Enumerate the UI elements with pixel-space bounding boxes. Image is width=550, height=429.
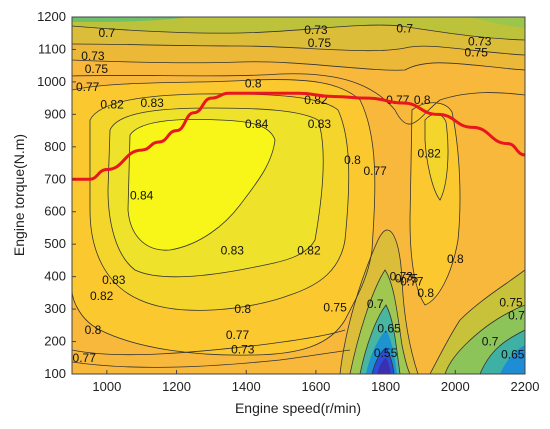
- contour-label: 0.77: [76, 80, 100, 94]
- x-axis-label: Engine speed(r/min): [235, 400, 361, 416]
- band-0.73: [72, 25, 525, 55]
- band-right-0.82: [425, 114, 448, 200]
- contour-labels: 0.7 0.730.750.70.730.750.730.750.77 0.80.8…: [73, 21, 532, 365]
- contour-0.8: [72, 79, 376, 356]
- contour-well-0.55: [371, 347, 395, 374]
- contour-lines: [72, 24, 525, 374]
- contour-bottom-0.77: [72, 329, 346, 356]
- contour-0.77-top: [72, 73, 525, 125]
- contour-label: 0.77: [226, 328, 250, 342]
- band-well-0.5: [377, 358, 391, 374]
- band-0.84: [128, 119, 275, 251]
- y-axis-label: Engine torque(N.m): [11, 134, 27, 256]
- contour-label: 0.8: [234, 302, 251, 316]
- contour-label: 0.55: [374, 346, 398, 360]
- x-tick-label: 1400: [232, 379, 261, 394]
- plot-area: 0.7 0.730.750.70.730.750.730.750.77 0.80.8…: [72, 17, 532, 374]
- max-torque-curve: [72, 91, 525, 181]
- band-top-right: [470, 17, 525, 28]
- contour-label: 0.73: [390, 270, 414, 284]
- x-tick-label: 1600: [301, 379, 330, 394]
- contour-label: 0.73: [81, 49, 105, 63]
- y-tick-label: 500: [44, 236, 66, 251]
- contour-label: 0.8: [447, 252, 464, 266]
- contour-label: 0.77: [73, 351, 97, 365]
- contour-label: 0.73: [231, 343, 255, 357]
- contour-label: 0.83: [140, 96, 164, 110]
- contour-label: 0.65: [377, 322, 401, 336]
- contour-label: 0.83: [102, 273, 126, 287]
- contour-label: 0.84: [245, 117, 269, 131]
- y-tick-label: 800: [44, 139, 66, 154]
- y-tick-label: 600: [44, 204, 66, 219]
- x-tick-label: 1800: [371, 379, 400, 394]
- contour-label: 0.7: [482, 335, 499, 349]
- contour-lower-right-0.73: [429, 269, 525, 374]
- band-0.75: [72, 44, 525, 71]
- contour-label: 0.75: [465, 46, 489, 60]
- contour-label: 0.77: [386, 93, 410, 107]
- contour-0.84: [127, 118, 276, 251]
- contour-label: 0.8: [417, 286, 434, 300]
- x-tick-label: 2000: [441, 379, 470, 394]
- contour-label: 0.82: [297, 244, 321, 258]
- contour-label: 0.75: [499, 296, 523, 310]
- contour-0.73-top: [72, 43, 525, 56]
- contour-well-0.75: [339, 229, 419, 374]
- contour-label: 0.82: [417, 146, 441, 160]
- y-tick-label: 1100: [38, 41, 66, 56]
- contour-label: 0.73: [468, 34, 492, 48]
- contour-label: 0.73: [304, 23, 328, 37]
- contour-label: 0.75: [395, 271, 419, 285]
- y-tick-label: 1000: [37, 74, 66, 89]
- contour-0.75-top: [72, 59, 525, 71]
- contour-label: 0.75: [85, 62, 109, 76]
- x-tick-label: 1000: [92, 379, 121, 394]
- contour-label: 0.75: [323, 300, 347, 314]
- x-tick-label: 1200: [162, 379, 191, 394]
- y-tick-label: 400: [44, 269, 66, 284]
- contour-0.7-top: [72, 24, 525, 41]
- contour-lower-right-0.65: [479, 329, 525, 374]
- contour-label: 0.82: [100, 98, 124, 112]
- contour-label: 0.65: [501, 348, 525, 362]
- contour-well-0.7: [349, 269, 411, 374]
- contour-label: 0.73: [508, 309, 532, 323]
- contour-label: 0.7: [396, 21, 413, 35]
- contour-label: 0.83: [308, 117, 332, 131]
- contour-lower-right-0.7: [444, 304, 525, 374]
- contour-label: 0.8: [85, 323, 102, 337]
- y-tick-label: 100: [44, 366, 66, 381]
- y-tick-label: 900: [44, 106, 66, 121]
- contour-label: 0.77: [400, 275, 424, 289]
- contour-0.83: [107, 107, 324, 278]
- band-top-0.65: [72, 17, 190, 22]
- y-axis: 100 200 300 400 500 600 700 800 900 1000 1100 1200: [37, 9, 76, 381]
- contour-label: 0.7: [367, 297, 384, 311]
- y-tick-label: 200: [44, 334, 66, 349]
- contour-label: 0.77: [363, 164, 387, 178]
- contour-label: 0.84: [130, 189, 154, 203]
- band-lower-right-0.6: [500, 345, 525, 374]
- contour-well-0.65: [359, 304, 401, 374]
- x-tick-label: 2200: [511, 379, 540, 394]
- contour-0.82: [89, 93, 350, 311]
- y-tick-label: 300: [44, 301, 66, 316]
- axes-frame: [71, 16, 526, 375]
- contour-label: 0.7: [99, 26, 116, 40]
- contour-label: 0.83: [221, 244, 245, 258]
- contour-label: 0.82: [90, 289, 114, 303]
- contour-label: 0.8: [414, 93, 431, 107]
- contour-bottom-0.73: [72, 349, 351, 368]
- band-top-0.7: [72, 17, 525, 40]
- y-tick-label: 700: [44, 171, 66, 186]
- contour-label: 0.8: [344, 153, 361, 167]
- contour-right-0.8: [409, 102, 461, 306]
- contour-label: 0.75: [308, 36, 332, 50]
- contour-label: 0.8: [245, 77, 262, 91]
- y-tick-label: 1200: [37, 9, 66, 24]
- x-axis: 1000 1200 1400 1600 1800 2000 2200: [92, 370, 539, 394]
